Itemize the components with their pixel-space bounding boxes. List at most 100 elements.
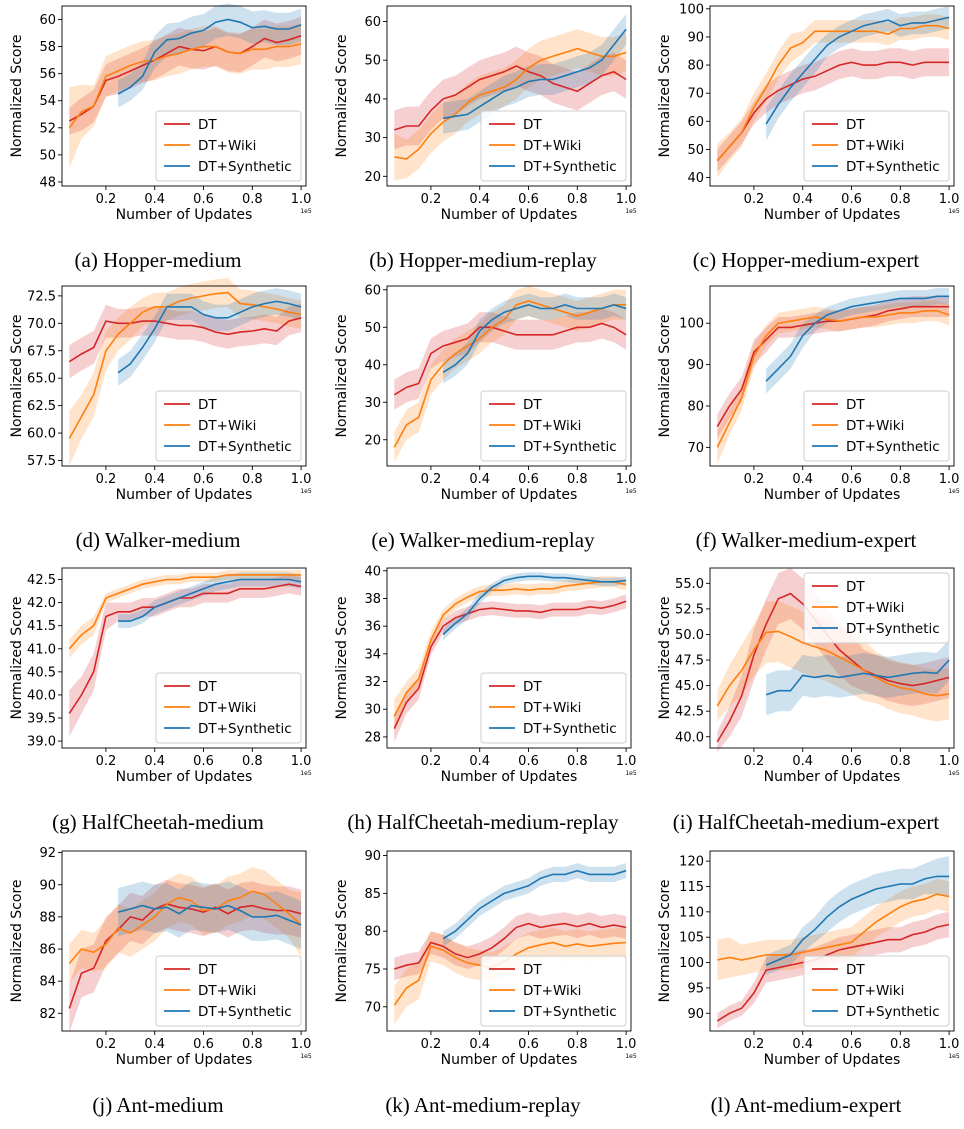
- series-line: [68, 574, 302, 650]
- plot-frame: [61, 567, 307, 749]
- x-axis-label: Number of Updates: [764, 1052, 901, 1068]
- legend: DT DT+Wiki DT+Synthetic: [803, 390, 950, 462]
- x-tick-label: 0.2: [744, 754, 765, 769]
- y-axis-label: Normalized Score: [334, 596, 350, 719]
- figure-caption: (k) Ant-medium-replay: [385, 1093, 581, 1117]
- x-axis-label: Number of Updates: [441, 769, 578, 785]
- y-tick-label: 50: [687, 143, 704, 158]
- confidence-band: [717, 296, 950, 440]
- y-tick-label: 80: [364, 925, 381, 940]
- y-tick-label: 41.5: [27, 619, 56, 634]
- x-axis-label: Number of Updates: [441, 207, 578, 223]
- legend: DT DT+Wiki DT+Synthetic: [803, 110, 950, 182]
- x-tick-label: 0.8: [242, 192, 263, 207]
- legend-entry: DT+Wiki: [198, 138, 256, 154]
- x-tick-label: 0.6: [193, 192, 214, 207]
- legend-box: [803, 110, 950, 182]
- y-tick-label: 20: [364, 170, 381, 185]
- x-axis-exponent: 1e5: [625, 770, 637, 777]
- y-tick-label: 60.0: [27, 427, 56, 442]
- x-tick-label: 0.2: [744, 472, 765, 487]
- legend: DT DT+Wiki DT+Synthetic: [803, 572, 950, 644]
- y-tick-label: 75: [364, 962, 381, 977]
- line-chart: 0.2 0.4 0.6 0.8 1.0 70 80 90 100 1e5 Number of Upd…: [657, 285, 960, 503]
- y-tick-label: 115: [679, 880, 704, 895]
- legend: DT DT+Wiki DT+Synthetic: [480, 110, 627, 182]
- y-tick-label: 70: [364, 1000, 381, 1015]
- legend-entry: DT+Synthetic: [846, 439, 940, 455]
- legend-entry: DT+Wiki: [846, 600, 904, 616]
- chart-panel: 0.2 0.4 0.6 0.8 1.0 70 80 90 100 1e5 Number of Upd…: [648, 280, 964, 564]
- line-chart: 0.2 0.4 0.6 0.8 1.0 48 50 52 54 56 58 60 1e5 Number o…: [9, 3, 312, 223]
- line-chart: 0.2 0.4 0.6 0.8 1.0 82 84 86 88 90 92 1e5 Number of …: [9, 846, 312, 1068]
- x-tick-label: 0.4: [469, 754, 490, 769]
- series-line: [393, 580, 627, 717]
- series-line: [393, 322, 627, 396]
- x-axis-exponent: 1e5: [625, 1053, 637, 1060]
- legend: DT DT+Wiki DT+Synthetic: [155, 672, 302, 744]
- x-tick-label: 1.0: [616, 472, 637, 487]
- y-tick-label: 40.5: [27, 665, 56, 680]
- chart-panel: 0.2 0.4 0.6 0.8 1.0 57.5 60.0 62.5 65.0 67.5 70.0 7…: [0, 278, 316, 564]
- legend-entry: DT: [198, 117, 217, 133]
- y-tick-label: 45.0: [675, 679, 704, 694]
- y-tick-label: 42.5: [27, 573, 56, 588]
- y-tick-label: 70: [687, 87, 704, 102]
- series-line: [442, 575, 627, 636]
- figure-caption: (h) HalfCheetah-medium-replay: [347, 810, 619, 834]
- line-chart: 0.2 0.4 0.6 0.8 1.0 40.0 42.5 45.0 47.5 50.0 52.5 5…: [657, 567, 960, 785]
- x-tick-label: 0.2: [744, 192, 765, 207]
- x-axis-exponent: 1e5: [300, 1053, 312, 1060]
- x-tick-label: 0.2: [96, 472, 117, 487]
- x-tick-label: 0.6: [518, 1037, 539, 1052]
- x-tick-label: 0.6: [193, 1037, 214, 1052]
- legend-box: [480, 955, 627, 1027]
- confidence-band: [118, 572, 302, 628]
- series-line: [68, 291, 302, 439]
- confidence-band: [717, 300, 950, 464]
- legend-entry: DT+Wiki: [846, 138, 904, 154]
- x-axis-label: Number of Updates: [116, 1052, 253, 1068]
- legend: DT DT+Wiki DT+Synthetic: [480, 672, 627, 744]
- y-tick-label: 90: [364, 849, 381, 864]
- x-tick-label: 0.8: [242, 754, 263, 769]
- legend-box: [480, 110, 627, 182]
- line-chart: 0.2 0.4 0.6 0.8 1.0 40 50 60 70 80 90 100 1e5 Number …: [657, 2, 960, 223]
- confidence-band: [69, 574, 302, 737]
- legend-entry: DT: [523, 679, 542, 695]
- series-line: [717, 893, 950, 961]
- figure-caption: (b) Hopper-medium-replay: [369, 248, 597, 272]
- y-tick-label: 20: [364, 433, 381, 448]
- x-axis-label: Number of Updates: [764, 207, 901, 223]
- chart-panel: 0.2 0.4 0.6 0.8 1.0 82 84 86 88 90 92 1e5 Number of …: [0, 845, 316, 1129]
- x-tick-label: 1.0: [291, 754, 312, 769]
- y-tick-label: 100: [679, 2, 704, 17]
- y-tick-label: 40: [364, 92, 381, 107]
- y-tick-label: 30: [364, 703, 381, 718]
- legend-entry: DT: [523, 962, 542, 978]
- legend-entry: DT: [846, 579, 865, 595]
- y-tick-label: 57.5: [27, 454, 56, 469]
- plot-frame: [386, 567, 632, 749]
- figure-caption: (f) Walker-medium-expert: [695, 528, 917, 552]
- y-tick-label: 100: [679, 956, 704, 971]
- y-tick-label: 90: [687, 358, 704, 373]
- plot-frame: [386, 850, 632, 1032]
- plot-frame: [709, 850, 955, 1032]
- y-tick-label: 40.0: [675, 730, 704, 745]
- x-axis-exponent: 1e5: [948, 208, 960, 215]
- x-tick-label: 0.4: [144, 192, 165, 207]
- figure-caption: (d) Walker-medium: [75, 528, 241, 552]
- y-tick-label: 55.0: [675, 577, 704, 592]
- confidence-band: [717, 14, 950, 178]
- y-tick-label: 80: [687, 59, 704, 74]
- x-axis-exponent: 1e5: [948, 770, 960, 777]
- line-chart: 0.2 0.4 0.6 0.8 1.0 70 75 80 85 90 1e5 Number of Up…: [334, 849, 637, 1068]
- x-tick-label: 0.8: [890, 1037, 911, 1052]
- chart-panel: 0.2 0.4 0.6 0.8 1.0 20 30 40 50 60 1e5 Number of Up…: [325, 280, 641, 564]
- x-tick-label: 0.4: [144, 472, 165, 487]
- legend-entry: DT: [846, 397, 865, 413]
- legend: DT DT+Wiki DT+Synthetic: [155, 110, 302, 182]
- legend-box: [155, 110, 302, 182]
- y-axis-label: Normalized Score: [9, 314, 25, 437]
